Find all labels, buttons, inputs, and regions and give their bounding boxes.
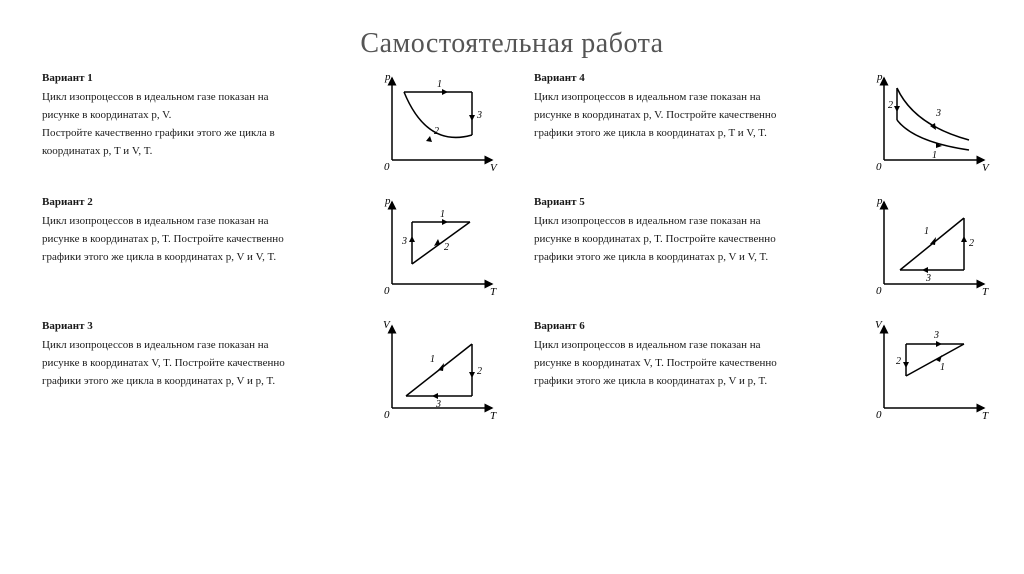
edge-label: 1	[440, 209, 445, 220]
y-label: V	[875, 319, 883, 331]
text-line: Цикл изопроцессов в идеальном газе показ…	[30, 213, 364, 230]
x-label: V	[490, 162, 498, 174]
x-label: V	[982, 162, 990, 174]
edge-label: 2	[477, 366, 482, 377]
variant-1-body: Цикл изопроцессов в идеальном газе показ…	[30, 89, 364, 160]
edge-label: 1	[430, 354, 435, 365]
text-line: рисунке в координатах p, T. Постройте ка…	[522, 231, 856, 248]
variant-3-body: Цикл изопроцессов в идеальном газе показ…	[30, 337, 364, 390]
variant-4-body: Цикл изопроцессов в идеальном газе показ…	[522, 89, 856, 142]
text-line: рисунке в координатах p, V.	[30, 107, 364, 124]
edge-label: 2	[969, 238, 974, 249]
variant-4-graph: p V 0 2 3 1	[864, 70, 994, 180]
variant-1-title: Вариант 1	[30, 70, 364, 87]
text-line: графики этого же цикла в координатах p, …	[522, 373, 856, 390]
origin-label: 0	[384, 161, 390, 173]
variant-6: Вариант 6 Цикл изопроцессов в идеальном …	[522, 318, 994, 428]
left-column: Вариант 1 Цикл изопроцессов в идеальном …	[30, 70, 502, 442]
variant-3: Вариант 3 Цикл изопроцессов в идеальном …	[30, 318, 502, 428]
x-label: T	[982, 410, 989, 422]
variant-2-title: Вариант 2	[30, 194, 364, 211]
variant-6-text: Вариант 6 Цикл изопроцессов в идеальном …	[522, 318, 864, 428]
variant-5-text: Вариант 5 Цикл изопроцессов в идеальном …	[522, 194, 864, 304]
text-line: Цикл изопроцессов в идеальном газе показ…	[522, 337, 856, 354]
variant-3-text: Вариант 3 Цикл изопроцессов в идеальном …	[30, 318, 372, 428]
edge-label: 1	[437, 79, 442, 90]
variant-3-title: Вариант 3	[30, 318, 364, 335]
variant-2-body: Цикл изопроцессов в идеальном газе показ…	[30, 213, 364, 266]
page-title: Самостоятельная работа	[0, 0, 1024, 70]
variant-5-body: Цикл изопроцессов в идеальном газе показ…	[522, 213, 856, 266]
text-line: Цикл изопроцессов в идеальном газе показ…	[30, 337, 364, 354]
variant-6-graph: V T 0 3 2 1	[864, 318, 994, 428]
variant-4: Вариант 4 Цикл изопроцессов в идеальном …	[522, 70, 994, 180]
y-label: p	[384, 195, 391, 207]
y-label: p	[876, 71, 883, 83]
edge-label: 3	[476, 110, 482, 121]
variant-1: Вариант 1 Цикл изопроцессов в идеальном …	[30, 70, 502, 180]
text-line: Постройте качественно графики этого же ц…	[30, 125, 364, 142]
edge-label: 1	[932, 150, 937, 161]
variant-2-graph: p T 0 3 1 2	[372, 194, 502, 304]
origin-label: 0	[384, 409, 390, 421]
origin-label: 0	[876, 409, 882, 421]
text-line: Цикл изопроцессов в идеальном газе показ…	[522, 213, 856, 230]
text-line: рисунке в координатах V, T. Постройте ка…	[30, 355, 364, 372]
text-line: Цикл изопроцессов в идеальном газе показ…	[522, 89, 856, 106]
content-area: Вариант 1 Цикл изопроцессов в идеальном …	[0, 70, 1024, 442]
variant-1-text: Вариант 1 Цикл изопроцессов в идеальном …	[30, 70, 372, 180]
variant-3-graph: V T 0 1 2 3	[372, 318, 502, 428]
text-line: графики этого же цикла в координатах p, …	[522, 249, 856, 266]
variant-6-body: Цикл изопроцессов в идеальном газе показ…	[522, 337, 856, 390]
right-column: Вариант 4 Цикл изопроцессов в идеальном …	[522, 70, 994, 442]
y-label: p	[384, 71, 391, 83]
origin-label: 0	[876, 161, 882, 173]
edge-label: 1	[924, 226, 929, 237]
edge-label: 3	[435, 399, 441, 410]
y-label: p	[876, 195, 883, 207]
x-label: T	[490, 286, 497, 298]
edge-label: 2	[434, 126, 439, 137]
variant-4-text: Вариант 4 Цикл изопроцессов в идеальном …	[522, 70, 864, 180]
text-line: рисунке в координатах p, T. Постройте ка…	[30, 231, 364, 248]
text-line: координатах p, T и V, T.	[30, 143, 364, 160]
edge-label: 2	[896, 356, 901, 367]
edge-label: 3	[401, 236, 407, 247]
edge-label: 1	[940, 362, 945, 373]
variant-2: Вариант 2 Цикл изопроцессов в идеальном …	[30, 194, 502, 304]
variant-1-graph: p V 0 1 3 2	[372, 70, 502, 180]
variant-4-title: Вариант 4	[522, 70, 856, 87]
text-line: рисунке в координатах V, T. Постройте ка…	[522, 355, 856, 372]
text-line: графики этого же цикла в координатах p, …	[30, 249, 364, 266]
edge-label: 3	[935, 108, 941, 119]
variant-5-title: Вариант 5	[522, 194, 856, 211]
edge-label: 2	[444, 242, 449, 253]
edge-label: 3	[933, 330, 939, 341]
x-label: T	[490, 410, 497, 422]
x-label: T	[982, 286, 989, 298]
text-line: Цикл изопроцессов в идеальном газе показ…	[30, 89, 364, 106]
edge-label: 3	[925, 273, 931, 284]
text-line: графики этого же цикла в координатах p, …	[30, 373, 364, 390]
variant-2-text: Вариант 2 Цикл изопроцессов в идеальном …	[30, 194, 372, 304]
edge-label: 2	[888, 100, 893, 111]
y-label: V	[383, 319, 391, 331]
variant-6-title: Вариант 6	[522, 318, 856, 335]
origin-label: 0	[876, 285, 882, 297]
text-line: графики этого же цикла в координатах p, …	[522, 125, 856, 142]
variant-5: Вариант 5 Цикл изопроцессов в идеальном …	[522, 194, 994, 304]
origin-label: 0	[384, 285, 390, 297]
variant-5-graph: p T 0 3 2 1	[864, 194, 994, 304]
text-line: рисунке в координатах p, V. Постройте ка…	[522, 107, 856, 124]
